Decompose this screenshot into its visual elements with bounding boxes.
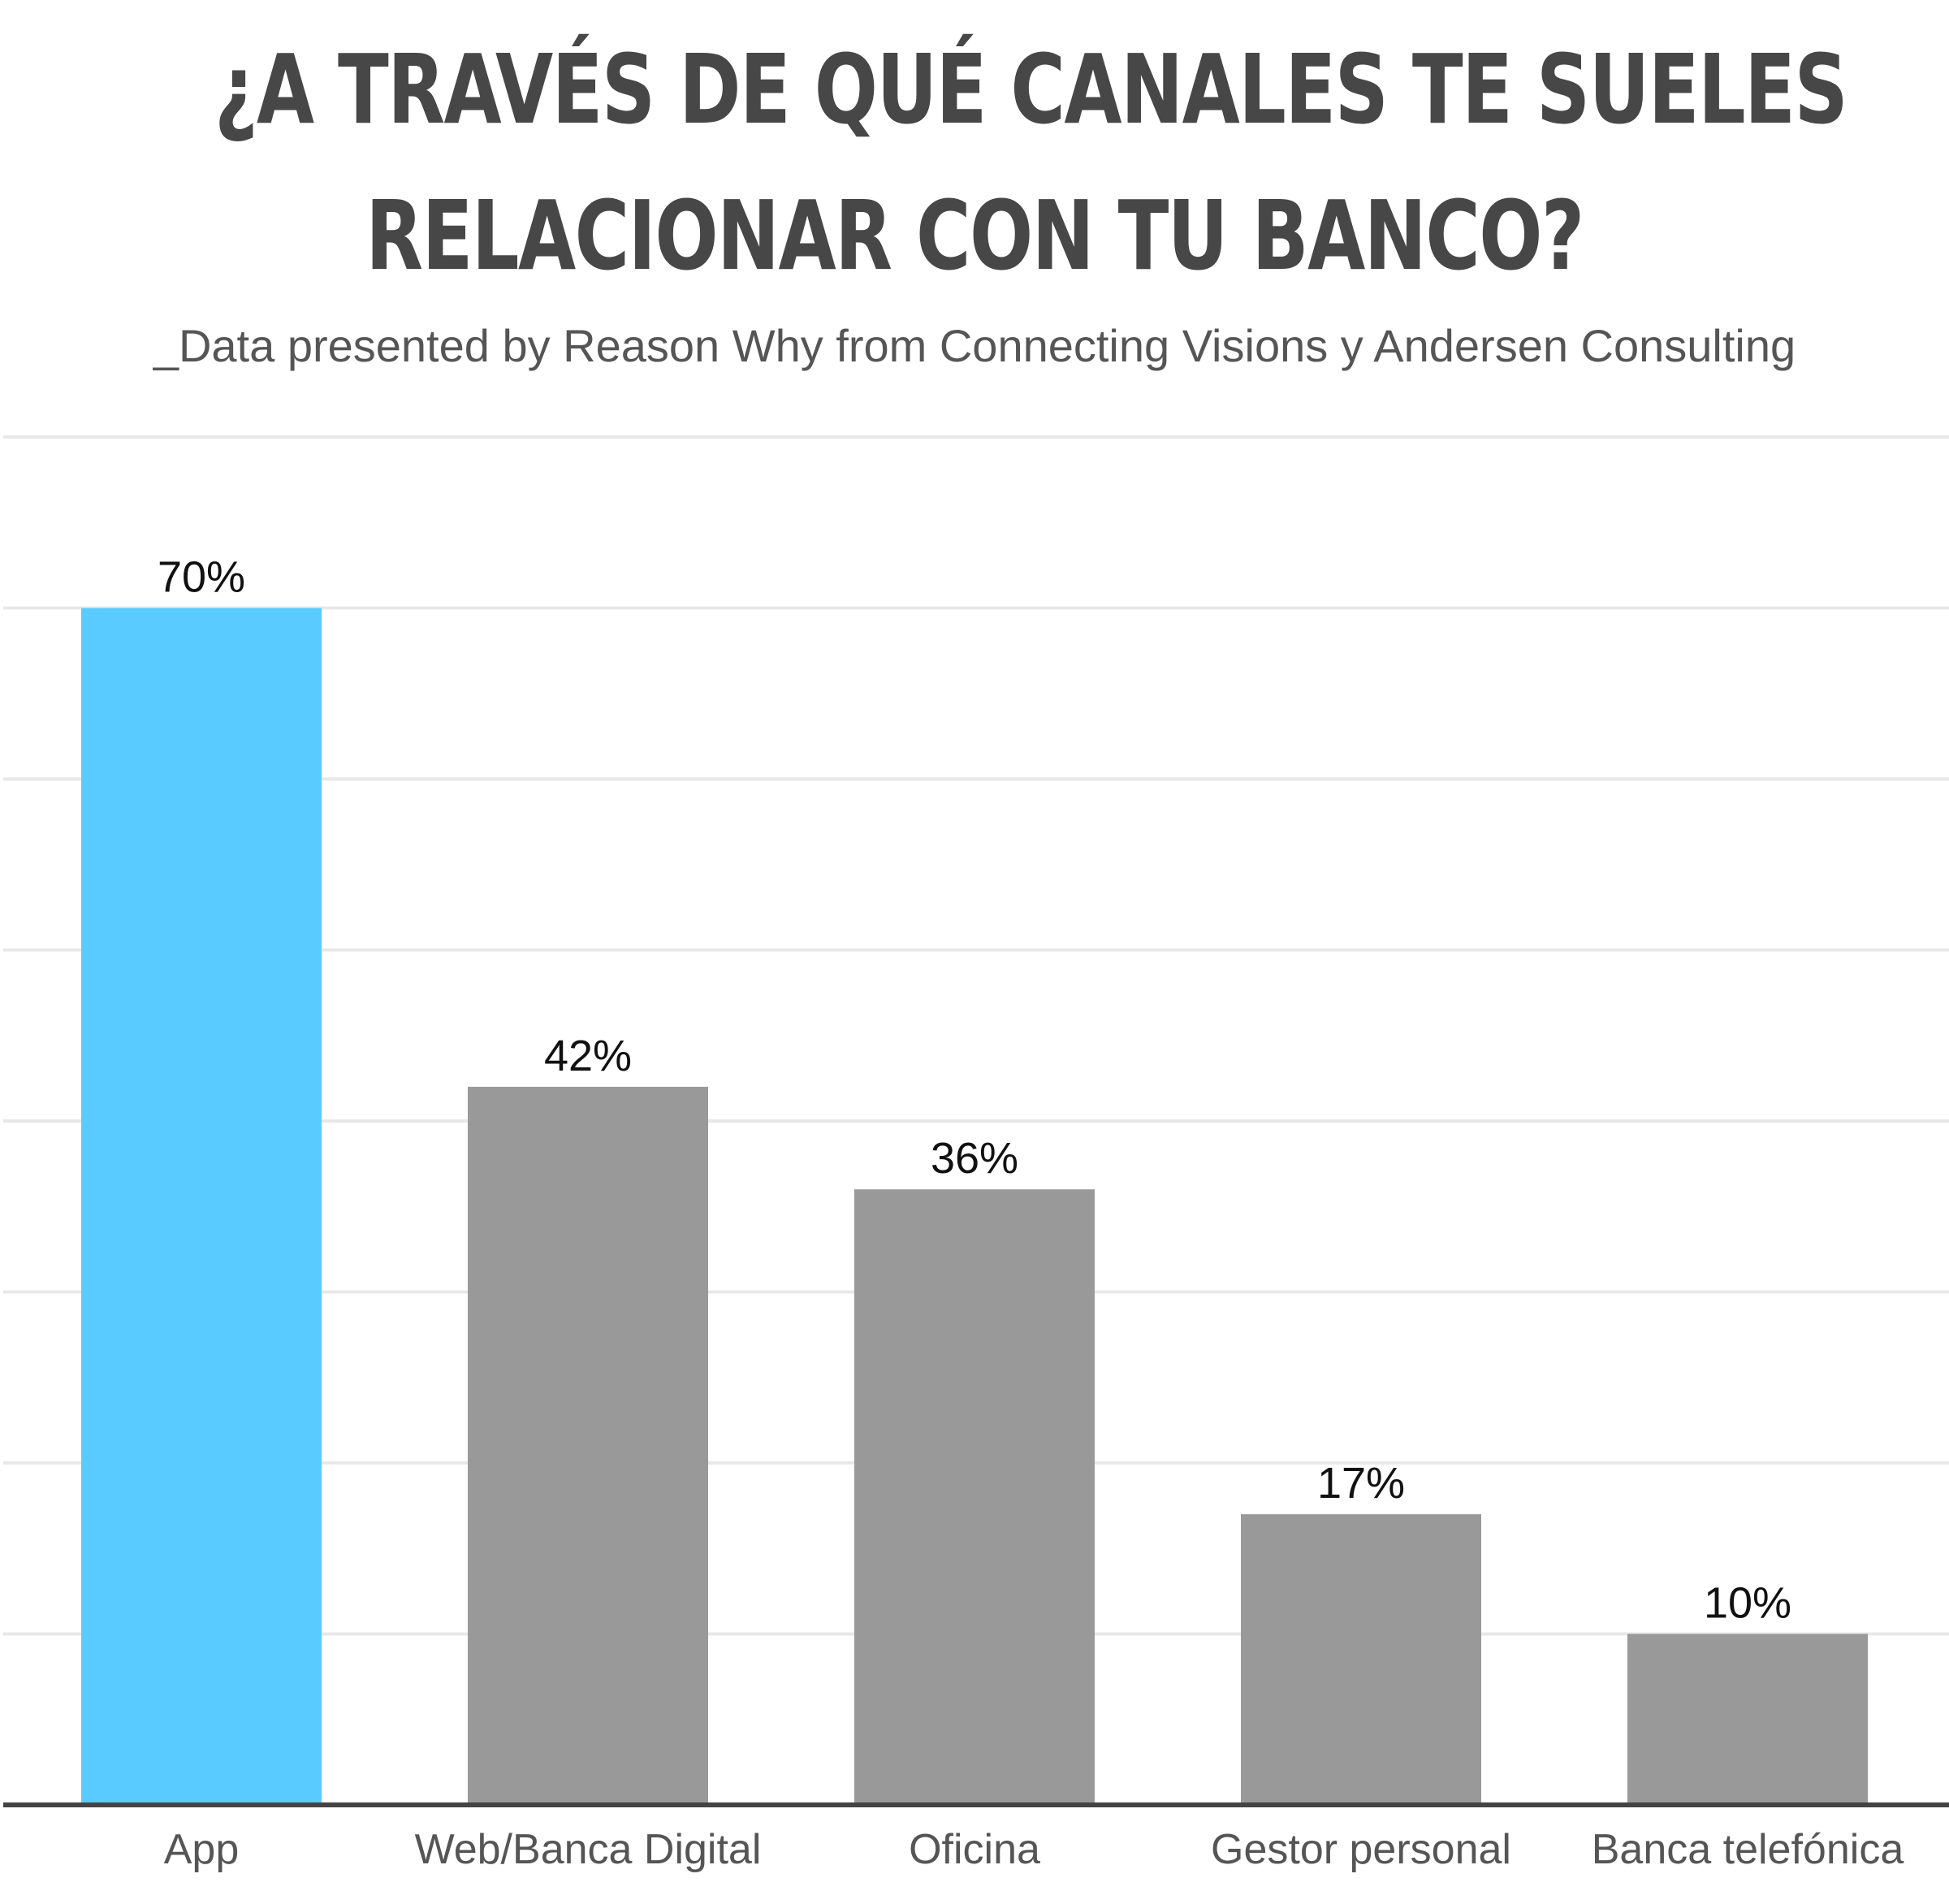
value-label-2: 36% (931, 1134, 1018, 1183)
category-label-0: App (164, 1826, 240, 1873)
category-label-3: Gestor personal (1211, 1826, 1511, 1873)
bar-1 (468, 1086, 708, 1805)
bar-4 (1627, 1634, 1868, 1805)
category-label-1: Web/Banca Digital (415, 1826, 762, 1873)
chart-title: ¿A TRAVÉS DE QUÉ CANALES TE SUELES RELAC… (214, 16, 1848, 309)
value-label-4: 10% (1704, 1579, 1791, 1628)
category-label-2: Oficina (909, 1826, 1040, 1873)
value-label-1: 42% (544, 1032, 632, 1080)
bar-3 (1241, 1514, 1481, 1805)
gridlines (3, 435, 1949, 1636)
bars (81, 608, 1868, 1805)
category-labels: App Web/Banca Digital Oficina Gestor person… (164, 1826, 1904, 1873)
chart-title-line-2: RELACIONAR CON TU BANCO? (365, 180, 1584, 292)
chart-title-line-1: ¿A TRAVÉS DE QUÉ CANALES TE SUELES (214, 33, 1848, 145)
bar-0 (81, 608, 322, 1805)
value-label-0: 70% (158, 553, 245, 602)
category-label-4: Banca telefónica (1592, 1826, 1904, 1873)
chart-subtitle: _Data presented by Reason Why from Conne… (153, 320, 1796, 371)
bar-2 (854, 1189, 1095, 1805)
value-labels: 70% 42% 36% 17% 10% (158, 553, 1791, 1628)
value-label-3: 17% (1317, 1459, 1405, 1508)
